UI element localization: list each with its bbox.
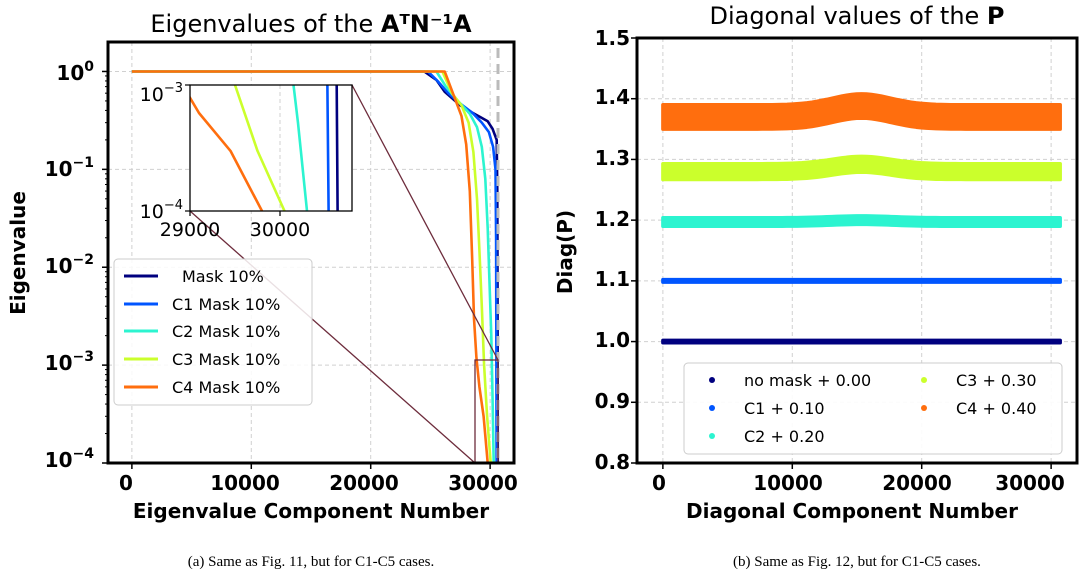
r-legend-item-c4: C4 + 0.40: [921, 399, 1037, 418]
y-tick-label-1.2: 1.2: [595, 207, 630, 231]
inset-axis-ticks: [185, 84, 281, 216]
legend-label-c3: C3 Mask 10%: [172, 350, 280, 369]
y-tick-label-1e-3: 10−3: [45, 349, 94, 375]
left-plot-frame: [106, 40, 516, 465]
left-x-tick-labels: 0 10000 20000 30000: [119, 471, 518, 495]
y-tick-label-1.5: 1.5: [595, 26, 630, 50]
y-tick-label-1e-2: 10−2: [45, 252, 94, 278]
series-band-nomask: [661, 338, 1062, 345]
inset-x-tick-label-29000: 29000: [160, 219, 220, 241]
zoom-connector-lower: [189, 210, 476, 464]
r-legend-marker-c1: [709, 405, 715, 411]
r-legend-label-nomask: no mask + 0.00: [744, 371, 871, 390]
series-line-c4: [131, 70, 489, 463]
inset-series-line-c4: [190, 95, 264, 211]
x-tick-label-20000: 20000: [329, 471, 399, 495]
r-legend-item-c1: C1 + 0.10: [709, 399, 825, 418]
series-band-c3: [661, 154, 1062, 182]
legend-label-mask: Mask 10%: [182, 267, 264, 286]
r-legend-label-c3: C3 + 0.30: [956, 371, 1037, 390]
r-x-tick-label-0: 0: [652, 471, 666, 495]
y-tick-label-1e0: 100: [56, 59, 94, 85]
series-band-c1: [661, 277, 1062, 284]
inset-series-lines: [190, 85, 339, 211]
series-line-c1: [131, 70, 498, 463]
inset-x-tick-label-30000: 30000: [250, 219, 310, 241]
left-series-lines: [131, 70, 500, 463]
left-x-axis-label: Eigenvalue Component Number: [133, 499, 489, 523]
zoom-connector-upper: [351, 84, 499, 361]
right-chart: Diagonal values of the P 1.5 1.4 1.3 1.2…: [553, 2, 1079, 523]
right-x-tick-labels: 0 10000 20000 30000: [652, 471, 1065, 495]
left-chart: Eigenvalues of the AᵀN⁻¹A 100 10−1 10−2 …: [6, 10, 518, 523]
r-legend-item-c3: C3 + 0.30: [921, 371, 1037, 390]
r-legend-item-nomask: no mask + 0.00: [709, 371, 871, 390]
caption-left: (a) Same as Fig. 11, but for C1-C5 cases…: [188, 554, 434, 570]
legend-label-c2: C2 Mask 10%: [172, 322, 280, 341]
left-y-axis-label: Eigenvalue: [6, 191, 30, 315]
r-legend-label-c1: C1 + 0.10: [744, 399, 825, 418]
y-tick-label-1.1: 1.1: [595, 267, 630, 291]
legend-item-c1: C1 Mask 10%: [124, 295, 280, 314]
left-y-tick-labels: 100 10−1 10−2 10−3 10−4: [45, 59, 95, 472]
y-tick-label-0.8: 0.8: [595, 450, 630, 474]
r-legend-marker-c4: [921, 405, 927, 411]
r-x-tick-label-20000: 20000: [882, 471, 952, 495]
right-x-axis-label: Diagonal Component Number: [686, 499, 1018, 523]
x-tick-label-10000: 10000: [210, 471, 280, 495]
inset-y-tick-label-1e-3: 10−3: [140, 81, 183, 106]
y-tick-label-1.0: 1.0: [595, 328, 630, 352]
inset-frame: [189, 84, 353, 212]
legend-label-c1: C1 Mask 10%: [172, 295, 280, 314]
left-legend: Mask 10% C1 Mask 10% C2 Mask 10% C3 Mask…: [113, 258, 313, 406]
inset-series-line-c3: [233, 85, 286, 211]
right-series-bands: [661, 92, 1062, 345]
series-band-c2: [661, 214, 1062, 228]
right-legend: no mask + 0.00 C1 + 0.10 C2 + 0.20 C3 + …: [683, 362, 1063, 455]
y-tick-label-0.9: 0.9: [595, 389, 630, 413]
right-y-axis-label: Diag(P): [553, 210, 577, 294]
r-legend-marker-c2: [709, 433, 715, 439]
y-tick-label-1.4: 1.4: [595, 85, 630, 109]
legend-item-c2: C2 Mask 10%: [124, 322, 280, 341]
left-chart-title: Eigenvalues of the AᵀN⁻¹A: [150, 10, 472, 38]
right-chart-title: Diagonal values of the P: [709, 2, 1004, 30]
r-x-tick-label-10000: 10000: [753, 471, 823, 495]
right-axis-ticks: [631, 37, 1052, 469]
legend-item-c3: C3 Mask 10%: [124, 350, 280, 369]
inset-plot: 10−3 10−4 29000 30000: [140, 81, 353, 241]
right-plot-frame: [635, 36, 1079, 465]
r-legend-item-c2: C2 + 0.20: [709, 427, 825, 446]
left-legend-box: [113, 258, 313, 406]
legend-label-c4: C4 Mask 10%: [172, 378, 280, 397]
r-x-tick-label-30000: 30000: [995, 471, 1065, 495]
inset-background: [190, 85, 352, 211]
series-line-c2: [131, 70, 495, 463]
right-y-tick-labels: 1.5 1.4 1.3 1.2 1.1 1.0 0.9 0.8: [595, 26, 630, 474]
y-tick-label-1e-4: 10−4: [45, 446, 95, 472]
legend-item-mask: Mask 10%: [124, 267, 264, 286]
r-legend-marker-nomask: [709, 377, 715, 383]
right-legend-box: [683, 362, 1063, 455]
legend-item-c4: C4 Mask 10%: [124, 378, 280, 397]
y-tick-label-1.3: 1.3: [595, 146, 630, 170]
left-axis-ticks: [102, 70, 491, 469]
r-legend-label-c4: C4 + 0.40: [956, 399, 1037, 418]
r-legend-marker-c3: [921, 377, 927, 383]
series-band-c4: [661, 92, 1062, 131]
x-tick-label-0: 0: [119, 471, 133, 495]
y-tick-label-1e-1: 10−1: [45, 155, 94, 181]
caption-right: (b) Same as Fig. 12, but for C1-C5 cases…: [733, 554, 981, 570]
r-legend-label-c2: C2 + 0.20: [744, 427, 825, 446]
x-tick-label-30000: 30000: [448, 471, 518, 495]
inset-y-tick-label-1e-4: 10−4: [140, 198, 183, 223]
